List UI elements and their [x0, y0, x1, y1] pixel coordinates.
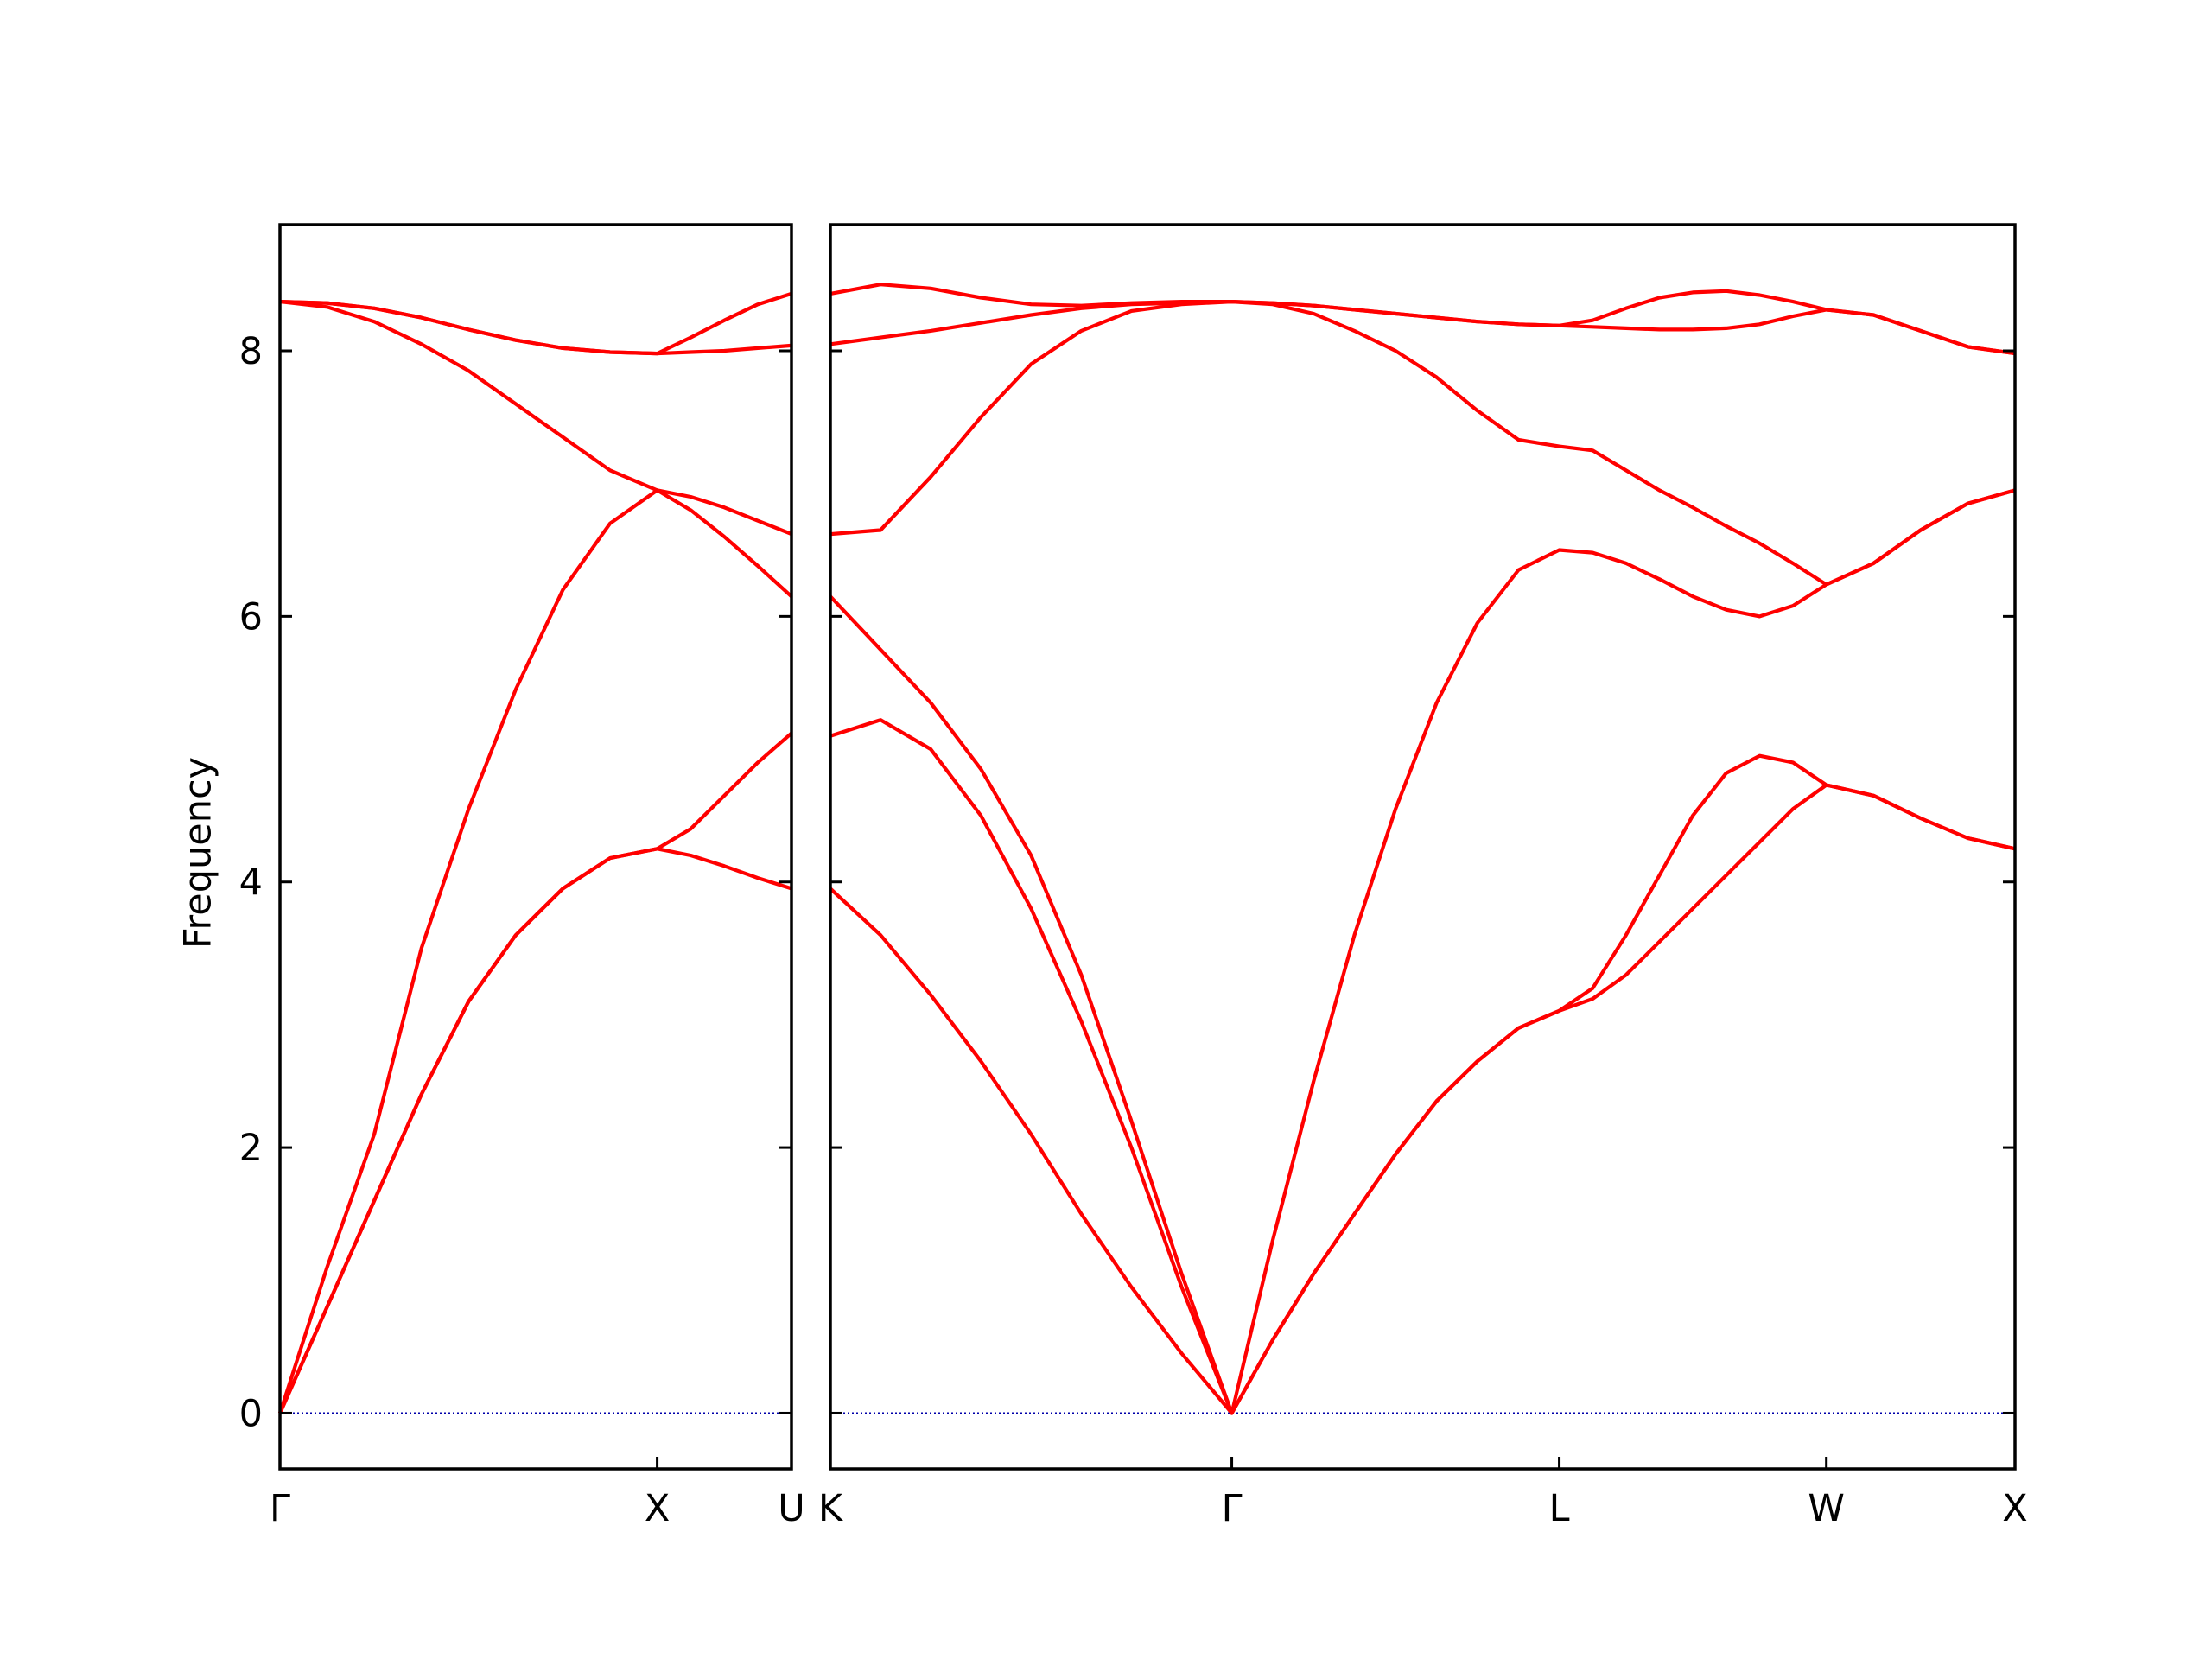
x-tick-label: X	[645, 1487, 670, 1530]
band-line	[830, 718, 2016, 1415]
plot-frame	[829, 223, 2017, 1471]
x-tick-label: K	[818, 1487, 844, 1530]
plot-frame	[278, 223, 793, 1471]
y-tick-label: 8	[239, 330, 263, 373]
x-tick-label: Γ	[270, 1487, 290, 1530]
y-tick-label: 2	[239, 1127, 263, 1170]
band-line	[830, 283, 2016, 356]
y-tick-label: 6	[239, 595, 263, 639]
x-tick-label: L	[1549, 1487, 1570, 1530]
x-tick-label: U	[778, 1487, 804, 1530]
band-line	[278, 732, 793, 1414]
band-line	[278, 488, 793, 1414]
band-line	[279, 291, 792, 356]
y-tick-label: 4	[239, 861, 263, 905]
band-line	[829, 488, 2016, 1415]
x-tick-label: Γ	[1222, 1487, 1243, 1530]
band-line	[830, 300, 2016, 587]
x-tick-label: X	[2002, 1487, 2027, 1530]
x-tick-label: W	[1808, 1487, 1845, 1530]
y-axis-label: Frequency	[177, 757, 220, 949]
y-tick-label: 0	[239, 1392, 263, 1435]
band-line	[279, 300, 792, 537]
